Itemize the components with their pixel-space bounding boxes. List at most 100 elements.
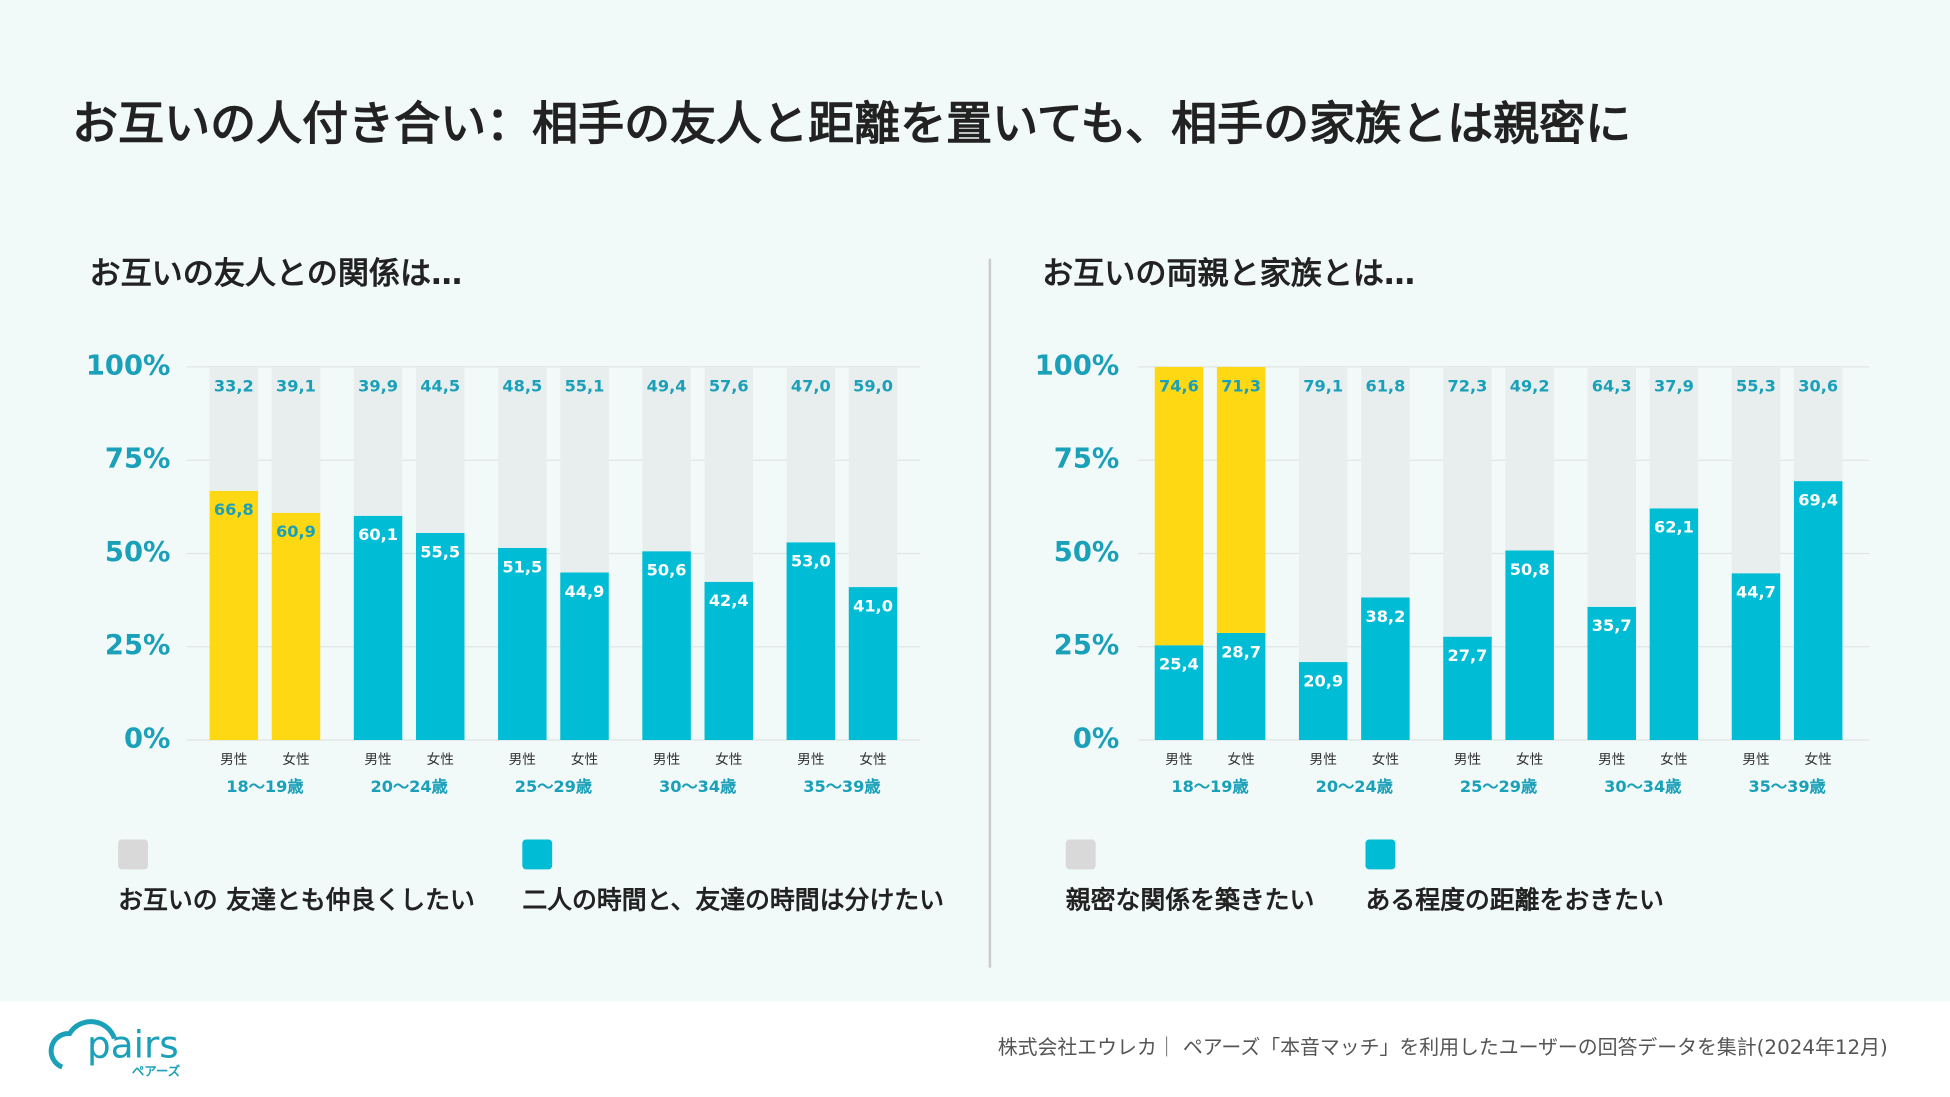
bar-segment — [1216, 632, 1266, 741]
bar-segment — [1731, 573, 1781, 741]
bar-segment — [642, 366, 691, 552]
footer-band — [0, 1001, 1950, 1097]
x-tick-label: 男性 — [653, 752, 680, 768]
x-tick-label: 男性 — [364, 752, 391, 768]
value-label: 57,6 — [709, 376, 749, 395]
bar-segment — [209, 366, 259, 491]
logo: pairs — [87, 1023, 179, 1067]
bar-segment — [1298, 366, 1348, 663]
value-label: 37,9 — [1654, 376, 1694, 395]
bar-segment — [271, 512, 321, 741]
y-tick-label: 50% — [105, 537, 170, 568]
bar-segment — [353, 515, 403, 741]
x-tick-label: 女性 — [571, 751, 598, 768]
bar-segment — [498, 547, 547, 741]
value-label: 28,7 — [1221, 642, 1261, 661]
bar-segment — [1793, 366, 1843, 482]
x-tick-label: 女性 — [715, 751, 742, 768]
bar-segment — [1361, 366, 1410, 598]
page-title: お互いの人付き合い：相手の友人と距離を置いても、相手の家族とは親密に — [72, 96, 1631, 150]
bar-segment — [1154, 645, 1204, 741]
value-label: 55,5 — [420, 542, 460, 561]
bar-segment — [271, 366, 321, 513]
value-label: 20,9 — [1303, 671, 1343, 690]
value-label: 74,6 — [1159, 376, 1199, 395]
value-label: 44,9 — [565, 582, 605, 601]
value-label: 59,0 — [853, 376, 893, 395]
bar-segment — [1505, 366, 1554, 551]
footer-note: 株式会社エウレカ｜ ペアーズ「本音マッチ」を利用したユーザーの回答データを集計(… — [998, 1036, 1888, 1059]
y-tick-label: 100% — [1035, 350, 1119, 381]
bar-segment — [704, 581, 754, 741]
x-tick-label: 女性 — [859, 751, 886, 768]
legend-swatch — [522, 839, 553, 870]
value-label: 27,7 — [1448, 646, 1488, 665]
value-label: 62,1 — [1654, 518, 1694, 537]
value-label: 51,5 — [502, 557, 542, 576]
value-label: 48,5 — [502, 376, 542, 395]
x-tick-label: 男性 — [1598, 752, 1625, 768]
legend-swatch — [1365, 839, 1396, 870]
x-tick-label: 男性 — [1742, 752, 1769, 768]
bar-segment — [1587, 606, 1636, 741]
group-label: 20〜24歳 — [371, 777, 448, 796]
bar-segment — [704, 366, 754, 582]
x-tick-label: 女性 — [1660, 751, 1687, 768]
value-label: 38,2 — [1365, 607, 1405, 626]
bar-segment — [1361, 597, 1410, 741]
logo-cloud — [48, 1019, 117, 1070]
group-label: 30〜34歳 — [659, 777, 736, 796]
bar-segment — [1793, 481, 1843, 741]
x-tick-label: 男性 — [1454, 752, 1481, 768]
bar-segment — [1587, 366, 1636, 607]
bar-segment — [353, 366, 403, 516]
x-tick-label: 女性 — [1516, 751, 1543, 768]
value-label: 66,8 — [214, 500, 254, 519]
legend-swatch — [118, 839, 148, 870]
bar-segment — [1649, 366, 1699, 509]
bar-segment — [1649, 508, 1699, 741]
x-tick-label: 女性 — [1372, 751, 1399, 768]
x-tick-label: 男性 — [509, 752, 536, 768]
bar-segment — [1731, 366, 1781, 574]
value-label: 35,7 — [1592, 616, 1632, 635]
value-label: 49,2 — [1510, 376, 1550, 395]
x-tick-label: 女性 — [427, 751, 454, 768]
y-tick-label: 50% — [1054, 537, 1119, 568]
bar-segment — [848, 587, 898, 741]
group-label: 25〜29歳 — [1460, 777, 1537, 796]
x-tick-label: 男性 — [1165, 752, 1192, 768]
bar-segment — [786, 542, 836, 741]
y-tick-label: 0% — [1073, 724, 1119, 755]
x-tick-label: 男性 — [797, 752, 824, 768]
bar-segment — [415, 532, 465, 741]
bar-segment — [848, 366, 898, 588]
value-label: 33,2 — [214, 376, 254, 395]
legend-swatch — [1065, 839, 1096, 870]
bar-segment — [1505, 550, 1554, 741]
value-label: 55,1 — [565, 376, 605, 395]
x-tick-label: 女性 — [282, 751, 309, 768]
x-tick-label: 男性 — [220, 752, 247, 768]
y-tick-label: 100% — [86, 350, 170, 381]
value-label: 69,4 — [1798, 490, 1838, 509]
bar-segment — [642, 551, 691, 741]
chart-subtitle: お互いの友人との関係は… — [90, 256, 463, 292]
value-label: 49,4 — [647, 376, 687, 395]
value-label: 39,1 — [276, 376, 316, 395]
group-label: 35〜39歳 — [1748, 777, 1825, 796]
bar-segment — [1154, 366, 1204, 646]
value-label: 79,1 — [1303, 376, 1343, 395]
x-tick-label: 女性 — [1227, 751, 1254, 768]
bar-segment — [498, 366, 547, 548]
value-label: 44,7 — [1736, 583, 1776, 602]
value-label: 41,0 — [853, 596, 893, 615]
value-label: 39,9 — [358, 376, 398, 395]
chart-subtitle: お互いの両親と家族とは… — [1042, 256, 1415, 292]
bar-segment — [415, 366, 465, 533]
value-label: 25,4 — [1159, 655, 1199, 674]
value-label: 55,3 — [1736, 376, 1776, 395]
value-label: 30,6 — [1798, 376, 1838, 395]
bar-segment — [1443, 636, 1492, 741]
